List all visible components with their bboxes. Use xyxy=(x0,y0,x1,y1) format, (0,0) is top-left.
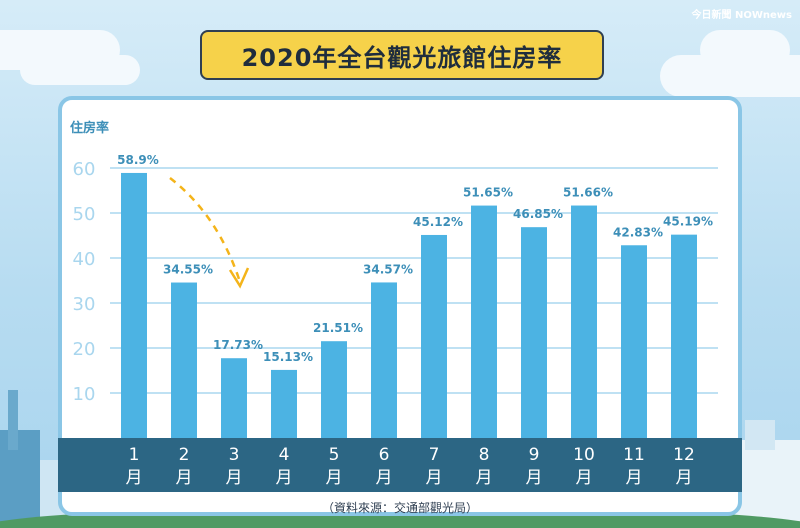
data-label: 51.66% xyxy=(563,186,613,200)
x-tick-number: 12 xyxy=(673,445,695,465)
x-tick-number: 1 xyxy=(129,445,140,465)
bar xyxy=(221,358,247,438)
x-axis-band xyxy=(58,438,742,492)
bar xyxy=(321,341,347,438)
x-tick-unit: 月 xyxy=(426,468,443,488)
y-tick-label: 40 xyxy=(73,249,96,270)
data-label: 51.65% xyxy=(463,186,513,200)
bar xyxy=(571,205,597,438)
x-tick-number: 7 xyxy=(429,445,440,465)
y-tick-label: 50 xyxy=(73,204,96,225)
y-axis-label: 住房率 xyxy=(70,120,109,136)
x-tick-number: 9 xyxy=(529,445,540,465)
x-axis-labels: 1 月 2 月 3 月 4 月 5 月 6 月 7 月 8 月 9 月 10 月 11 月 12 月 xyxy=(126,445,695,488)
x-tick-unit: 月 xyxy=(576,468,593,488)
trend-arrow xyxy=(169,177,242,283)
data-label: 45.12% xyxy=(413,215,463,229)
x-tick-number: 8 xyxy=(479,445,490,465)
bar xyxy=(621,245,647,438)
bar xyxy=(471,205,497,438)
y-tick-label: 20 xyxy=(73,339,96,360)
data-label: 58.9% xyxy=(117,153,159,167)
x-tick-number: 4 xyxy=(279,445,290,465)
data-label: 42.83% xyxy=(613,225,663,239)
cloud-decoration xyxy=(20,55,140,85)
bar xyxy=(371,282,397,438)
data-label: 46.85% xyxy=(513,207,563,221)
data-label: 21.51% xyxy=(313,321,363,335)
x-tick-number: 10 xyxy=(573,445,595,465)
brand-logo: 今日新聞 NOWnews xyxy=(691,10,792,21)
chart-title: 2020年全台觀光旅館住房率 xyxy=(200,30,604,80)
gridlines: 10 20 30 40 50 60 xyxy=(73,159,718,405)
x-tick-number: 2 xyxy=(179,445,190,465)
data-label: 45.19% xyxy=(663,215,713,229)
cloud-decoration xyxy=(700,30,790,70)
bar xyxy=(671,234,697,438)
x-tick-number: 3 xyxy=(229,445,240,465)
x-tick-unit: 月 xyxy=(476,468,493,488)
x-tick-number: 5 xyxy=(329,445,340,465)
bars: 58.9% 34.55% 17.73%15.13% 21.51% 34.57% 45.12… xyxy=(117,153,713,438)
x-tick-unit: 月 xyxy=(526,468,543,488)
x-tick-unit: 月 xyxy=(326,468,343,488)
data-label: 34.55% xyxy=(163,263,213,277)
bar xyxy=(521,227,547,438)
bar xyxy=(271,369,297,438)
bar xyxy=(121,172,147,438)
x-tick-unit: 月 xyxy=(126,468,143,488)
x-tick-unit: 月 xyxy=(176,468,193,488)
x-tick-unit: 月 xyxy=(226,468,243,488)
x-tick-number: 6 xyxy=(379,445,390,465)
x-tick-unit: 月 xyxy=(376,468,393,488)
x-tick-unit: 月 xyxy=(626,468,643,488)
bar xyxy=(421,234,447,438)
data-label: 17.73% xyxy=(213,338,263,352)
x-tick-number: 11 xyxy=(623,445,645,465)
x-tick-unit: 月 xyxy=(676,468,693,488)
data-label: 34.57% xyxy=(363,262,413,276)
source-note: （資料來源：交通部觀光局） xyxy=(321,501,478,515)
bar xyxy=(171,282,197,438)
data-label: 15.13% xyxy=(263,350,313,364)
y-tick-label: 10 xyxy=(73,384,96,405)
x-tick-unit: 月 xyxy=(276,468,293,488)
y-tick-label: 30 xyxy=(73,294,96,315)
y-tick-label: 60 xyxy=(73,159,96,180)
trend-arrow-head xyxy=(228,267,250,289)
